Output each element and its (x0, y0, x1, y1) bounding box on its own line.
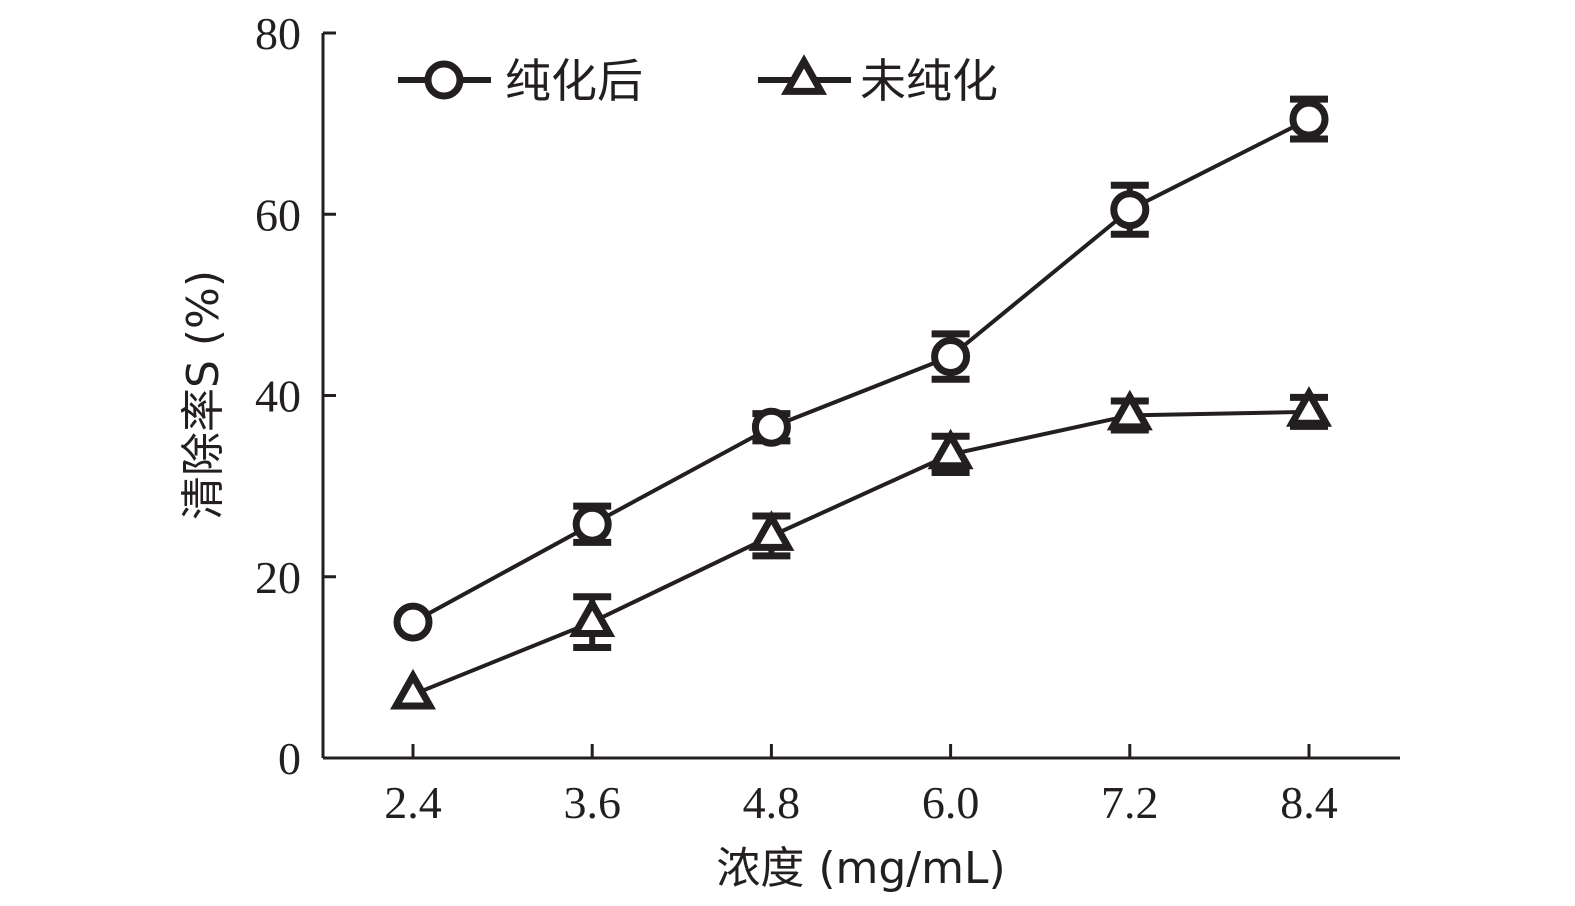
series-lines (412, 117, 1310, 697)
legend-label: 未纯化 (860, 54, 998, 108)
data-point (751, 407, 791, 447)
data-point (572, 504, 612, 544)
y-tick-label: 40 (255, 371, 301, 422)
y-tick-label: 20 (255, 552, 301, 603)
x-tick-label: 6.0 (922, 777, 980, 828)
legend-marker (780, 54, 828, 95)
y-axis-title: 清除率S (%) (178, 270, 229, 520)
y-tick-label: 60 (255, 189, 301, 240)
legend: 纯化后 未纯化 (398, 54, 998, 108)
data-point (569, 596, 616, 637)
y-tick-label: 80 (255, 8, 301, 59)
series-line (412, 409, 1310, 697)
legend-label: 纯化后 (505, 54, 643, 108)
data-point (1106, 389, 1153, 431)
x-tick-label: 8.4 (1280, 777, 1338, 828)
x-axis-title: 浓度 (mg/mL) (716, 843, 1005, 894)
data-point (1110, 190, 1150, 230)
x-tick-label: 3.6 (563, 777, 621, 828)
data-point (389, 668, 437, 710)
data-point (393, 602, 433, 642)
y-tick-label: 0 (278, 733, 301, 784)
series-markers (389, 99, 1333, 710)
data-point (1285, 386, 1333, 427)
x-tick-label: 4.8 (743, 777, 801, 828)
legend-marker (424, 60, 464, 100)
x-tick-label: 2.4 (384, 777, 442, 828)
data-point (931, 337, 971, 377)
axis-labels: 浓度 (mg/mL) 清除率S (%) (178, 270, 1006, 894)
x-tick-label: 7.2 (1101, 777, 1159, 828)
data-point (1289, 99, 1329, 139)
series-line (412, 117, 1310, 624)
data-point (927, 428, 974, 470)
axes: 0 20 40 60 80 2.4 3.6 4.8 6.0 7.2 8.4 (255, 8, 1400, 828)
data-point (748, 510, 795, 551)
